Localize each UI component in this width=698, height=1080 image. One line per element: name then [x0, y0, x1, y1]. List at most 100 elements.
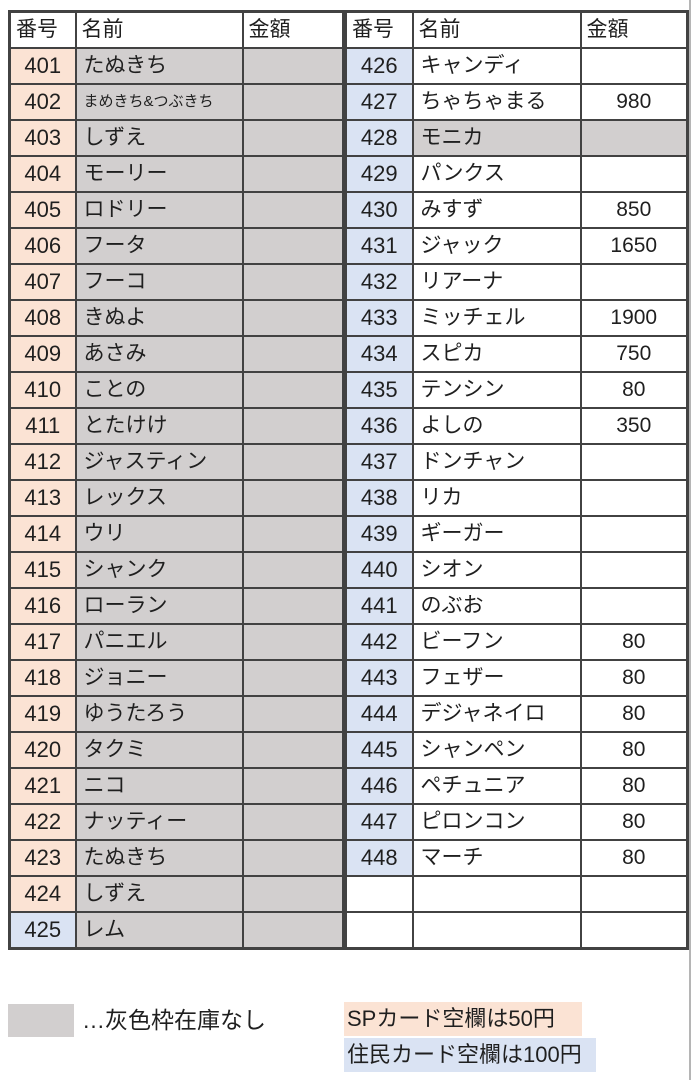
card-price-cell: [579, 47, 689, 85]
table-row: 402 まめきち&つぶきち: [8, 83, 345, 121]
sheet-edge-line: [689, 0, 691, 1080]
table-row: 430 みすず 850: [344, 191, 689, 229]
card-number-cell: 447: [344, 803, 414, 841]
card-name-cell: ローラン: [74, 587, 244, 625]
card-price-cell: [241, 875, 345, 913]
card-price-cell: 980: [579, 83, 689, 121]
card-number-cell: 440: [344, 551, 414, 589]
card-name-cell: テンシン: [411, 371, 582, 409]
card-number-cell: 415: [8, 551, 77, 589]
table-row: 407 フーコ: [8, 263, 345, 301]
card-name-cell: [411, 911, 582, 950]
card-number-cell: 436: [344, 407, 414, 445]
card-name-cell: ジョニー: [74, 659, 244, 697]
card-price-cell: [579, 911, 689, 950]
card-price-cell: [241, 659, 345, 697]
table-row: 437 ドンチャン: [344, 443, 689, 481]
card-name-cell: ピロンコン: [411, 803, 582, 841]
card-name-cell: しずえ: [74, 875, 244, 913]
card-number-cell: 431: [344, 227, 414, 265]
card-name-cell: ロドリー: [74, 191, 244, 229]
card-name-cell: あさみ: [74, 335, 244, 373]
table-row: 423 たぬきち: [8, 839, 345, 877]
card-number-cell: 419: [8, 695, 77, 733]
card-name-cell: よしの: [411, 407, 582, 445]
card-name-cell: みすず: [411, 191, 582, 229]
card-name-cell: たぬきち: [74, 839, 244, 877]
card-number-cell: 445: [344, 731, 414, 769]
card-table-426-448: 番号 名前 金額 426 キャンディ 427 ちゃちゃまる 980 428 モニ…: [344, 10, 689, 950]
card-price-cell: [241, 227, 345, 265]
card-price-cell: 80: [579, 767, 689, 805]
card-price-cell: [241, 623, 345, 661]
table-row: 418 ジョニー: [8, 659, 345, 697]
card-number-cell: 408: [8, 299, 77, 337]
price-legend: SPカード空欄は50円 住民カード空欄は100円: [344, 1002, 596, 1074]
card-number-cell: 442: [344, 623, 414, 661]
card-price-cell: 80: [579, 695, 689, 733]
card-number-cell: 427: [344, 83, 414, 121]
card-price-cell: [241, 443, 345, 481]
card-number-cell: 411: [8, 407, 77, 445]
table-row: 422 ナッティー: [8, 803, 345, 841]
card-price-cell: [579, 119, 689, 157]
card-number-cell: [344, 875, 414, 913]
table-row: 436 よしの 350: [344, 407, 689, 445]
card-name-cell: ギーガー: [411, 515, 582, 553]
table-row: 401 たぬきち: [8, 47, 345, 85]
table-row: 421 ニコ: [8, 767, 345, 805]
table-row: 412 ジャスティン: [8, 443, 345, 481]
table-row: 419 ゆうたろう: [8, 695, 345, 733]
table-row: 405 ロドリー: [8, 191, 345, 229]
card-name-cell: ゆうたろう: [74, 695, 244, 733]
table-row: 415 シャンク: [8, 551, 345, 589]
table-row: 420 タクミ: [8, 731, 345, 769]
table-row: 411 とたけけ: [8, 407, 345, 445]
card-price-cell: [241, 515, 345, 553]
table-row: 433 ミッチェル 1900: [344, 299, 689, 337]
card-price-cell: [241, 587, 345, 625]
card-price-cell: [241, 263, 345, 301]
card-price-cell: [241, 767, 345, 805]
table-row: 417 パニエル: [8, 623, 345, 661]
card-number-cell: 430: [344, 191, 414, 229]
card-price-cell: [241, 119, 345, 157]
card-name-cell: ウリ: [74, 515, 244, 553]
card-name-cell: リカ: [411, 479, 582, 517]
card-name-cell: [411, 875, 582, 913]
resident-card-legend-label: 住民カード空欄は100円: [344, 1038, 596, 1072]
table-row: 404 モーリー: [8, 155, 345, 193]
card-price-cell: 850: [579, 191, 689, 229]
card-price-cell: [579, 443, 689, 481]
card-name-cell: ちゃちゃまる: [411, 83, 582, 121]
card-number-cell: 433: [344, 299, 414, 337]
card-name-cell: レックス: [74, 479, 244, 517]
table-row: 439 ギーガー: [344, 515, 689, 553]
table-row: 438 リカ: [344, 479, 689, 517]
table-row: 444 デジャネイロ 80: [344, 695, 689, 733]
table-row: 440 シオン: [344, 551, 689, 589]
card-price-cell: [241, 551, 345, 589]
card-number-cell: 401: [8, 47, 77, 85]
card-number-cell: 423: [8, 839, 77, 877]
gray-legend-label: …灰色枠在庫なし: [82, 1007, 266, 1033]
card-number-cell: 446: [344, 767, 414, 805]
card-number-cell: [344, 911, 414, 950]
card-price-cell: [241, 47, 345, 85]
table-row: 409 あさみ: [8, 335, 345, 373]
card-number-cell: 412: [8, 443, 77, 481]
card-price-cell: 750: [579, 335, 689, 373]
table-row: 408 きぬよ: [8, 299, 345, 337]
card-name-cell: ペチュニア: [411, 767, 582, 805]
table-row: 426 キャンディ: [344, 47, 689, 85]
card-price-cell: [241, 335, 345, 373]
card-price-cell: 80: [579, 803, 689, 841]
card-price-cell: 80: [579, 623, 689, 661]
card-name-cell: しずえ: [74, 119, 244, 157]
card-price-cell: 1650: [579, 227, 689, 265]
card-number-cell: 416: [8, 587, 77, 625]
card-number-cell: 403: [8, 119, 77, 157]
col-header-number: 番号: [8, 10, 77, 49]
card-name-cell: リアーナ: [411, 263, 582, 301]
card-name-cell: フェザー: [411, 659, 582, 697]
